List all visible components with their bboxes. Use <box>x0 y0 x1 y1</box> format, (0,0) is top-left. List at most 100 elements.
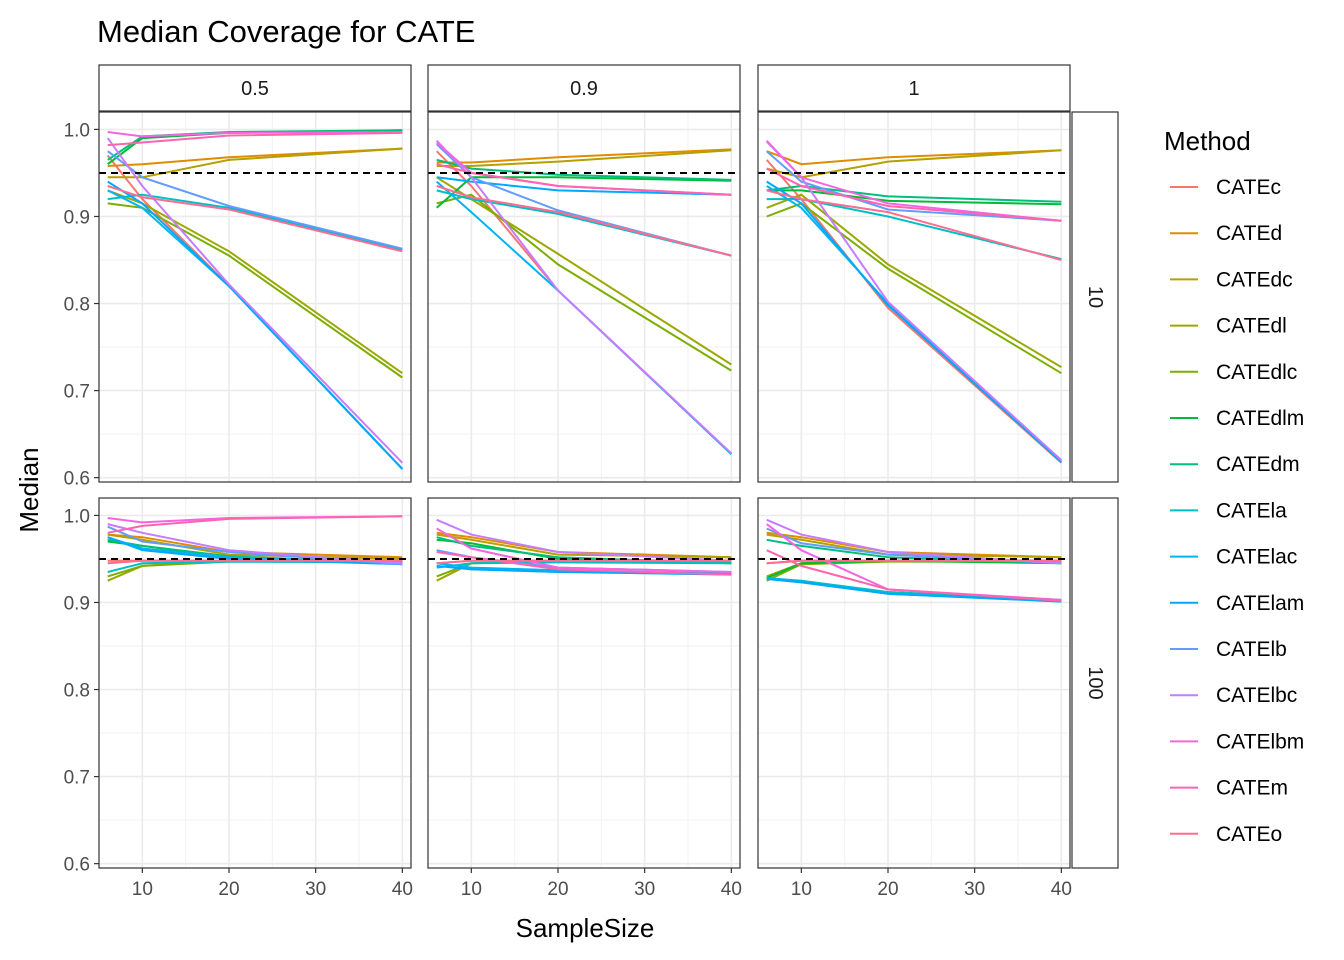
legend-label: CATEdm <box>1216 453 1300 476</box>
series-line-CATEo <box>766 559 1062 565</box>
x-tick-label: 10 <box>132 879 153 900</box>
legend-item-CATElac: CATElac <box>1170 546 1297 569</box>
series-line-CATElac <box>436 180 732 455</box>
series-line-CATEm <box>107 131 403 147</box>
chart-title: Median Coverage for CATE <box>97 14 475 49</box>
series-line-CATEo <box>107 559 403 565</box>
series-line-CATEdlc <box>107 202 403 379</box>
x-tick-label: 30 <box>305 879 326 900</box>
legend-item-CATEd: CATEd <box>1170 222 1282 245</box>
y-tick-label: 0.8 <box>64 681 90 702</box>
legend-item-CATElbc: CATElbc <box>1170 684 1297 707</box>
series-line-CATEm <box>766 167 1062 222</box>
series-line-CATEdlc <box>766 560 1062 582</box>
legend-item-CATEm: CATEm <box>1170 777 1288 800</box>
row-strip-10 <box>1071 111 1119 483</box>
series-line-CATEdl <box>436 176 732 366</box>
series-line-CATEo <box>107 185 403 253</box>
legend-label: CATEla <box>1216 499 1287 522</box>
panel-0.5-100 <box>98 497 412 869</box>
legend-title: Method <box>1164 126 1251 156</box>
series-line-CATEdc <box>107 147 403 179</box>
series-line-CATElbm <box>107 131 403 138</box>
legend-item-CATEdlm: CATEdlm <box>1170 407 1304 430</box>
legend-label: CATEdc <box>1216 268 1293 291</box>
series-line-CATElac <box>107 189 404 470</box>
series-line-CATElbm <box>436 527 732 573</box>
series-line-CATElam <box>766 180 1062 463</box>
x-axis-title: SampleSize <box>516 913 655 943</box>
panel-border <box>757 497 1071 869</box>
y-tick-label: 1.0 <box>64 506 90 527</box>
legend-label: CATEdlc <box>1216 361 1297 384</box>
series-line-CATEm <box>107 515 403 534</box>
series-line-CATEla <box>766 198 1062 261</box>
y-tick-label: 0.9 <box>64 207 90 228</box>
series-line-CATEla <box>107 193 403 251</box>
legend-item-CATEdc: CATEdc <box>1170 268 1293 291</box>
legend-label: CATEm <box>1216 777 1288 800</box>
series-line-CATEla <box>436 189 732 257</box>
legend-item-CATEla: CATEla <box>1170 499 1287 522</box>
legend: Method CATEc CATEd CATEdc CATEdl CATEdlc CATEd… <box>1164 126 1304 846</box>
legend-label: CATElbc <box>1216 684 1297 707</box>
legend-item-CATEo: CATEo <box>1170 823 1282 846</box>
series-line-CATElbc <box>106 137 404 464</box>
legend-label: CATElac <box>1216 546 1297 569</box>
y-tick-label: 0.6 <box>64 855 90 876</box>
series-line-CATEo <box>436 185 732 257</box>
series-line-CATElam <box>436 176 732 196</box>
series-line-CATElbc <box>765 140 1062 461</box>
series-line-CATEdlc <box>766 202 1062 375</box>
y-tick-label: 0.7 <box>64 768 90 789</box>
legend-label: CATElb <box>1216 638 1287 661</box>
x-tick-label: 20 <box>547 879 568 900</box>
series-line-CATEdlc <box>436 193 732 372</box>
x-tick-label: 10 <box>791 879 812 900</box>
series-line-CATEd <box>436 531 732 559</box>
x-tick-label: 10 <box>461 879 482 900</box>
panel-border <box>427 111 741 483</box>
legend-label: CATEc <box>1216 176 1281 199</box>
series-line-CATEla <box>436 561 732 569</box>
row-strip-label: 100 <box>1084 666 1106 699</box>
series-line-CATEo <box>436 559 732 565</box>
series-line-CATElbc <box>766 518 1062 565</box>
column-strip-label: 0.9 <box>570 78 598 100</box>
legend-label: CATEo <box>1216 823 1282 846</box>
legend-label: CATEdlm <box>1216 407 1304 430</box>
panel-border <box>98 497 412 869</box>
series-line-CATElbm <box>765 140 1062 222</box>
legend-item-CATEdl: CATEdl <box>1170 315 1287 338</box>
column-strip-0.9 <box>427 64 741 112</box>
y-axis-title: Median <box>14 447 44 532</box>
legend-item-CATElb: CATElb <box>1170 638 1287 661</box>
series-line-CATElam <box>107 180 404 470</box>
panel-border <box>98 111 412 483</box>
series-line-CATEdm <box>436 158 732 181</box>
x-tick-label: 20 <box>877 879 898 900</box>
column-strip-label: 1 <box>908 78 919 100</box>
column-strip-1 <box>757 64 1071 112</box>
series-line-CATElb <box>107 150 403 250</box>
x-tick-label: 30 <box>634 879 655 900</box>
series-line-CATElam <box>766 578 1062 603</box>
series-line-CATEm <box>436 163 732 196</box>
legend-label: CATElbm <box>1216 730 1304 753</box>
panel-border <box>757 111 1071 483</box>
row-strip-100 <box>1071 497 1119 869</box>
legend-item-CATElbm: CATElbm <box>1170 730 1304 753</box>
panel-0.5-10 <box>98 111 412 483</box>
legend-item-CATEdlc: CATEdlc <box>1170 361 1297 384</box>
y-tick-label: 0.9 <box>64 593 90 614</box>
row-strip-label: 10 <box>1084 286 1106 308</box>
series-line-CATEm <box>436 551 732 576</box>
series-line-CATEd <box>436 148 732 164</box>
legend-label: CATElam <box>1216 592 1304 615</box>
series-line-CATEc <box>435 150 732 455</box>
legend-label: CATEd <box>1216 222 1282 245</box>
panel-0.9-10 <box>427 111 741 483</box>
panel-1-10 <box>757 111 1071 483</box>
series-line-CATEo <box>766 189 1062 261</box>
